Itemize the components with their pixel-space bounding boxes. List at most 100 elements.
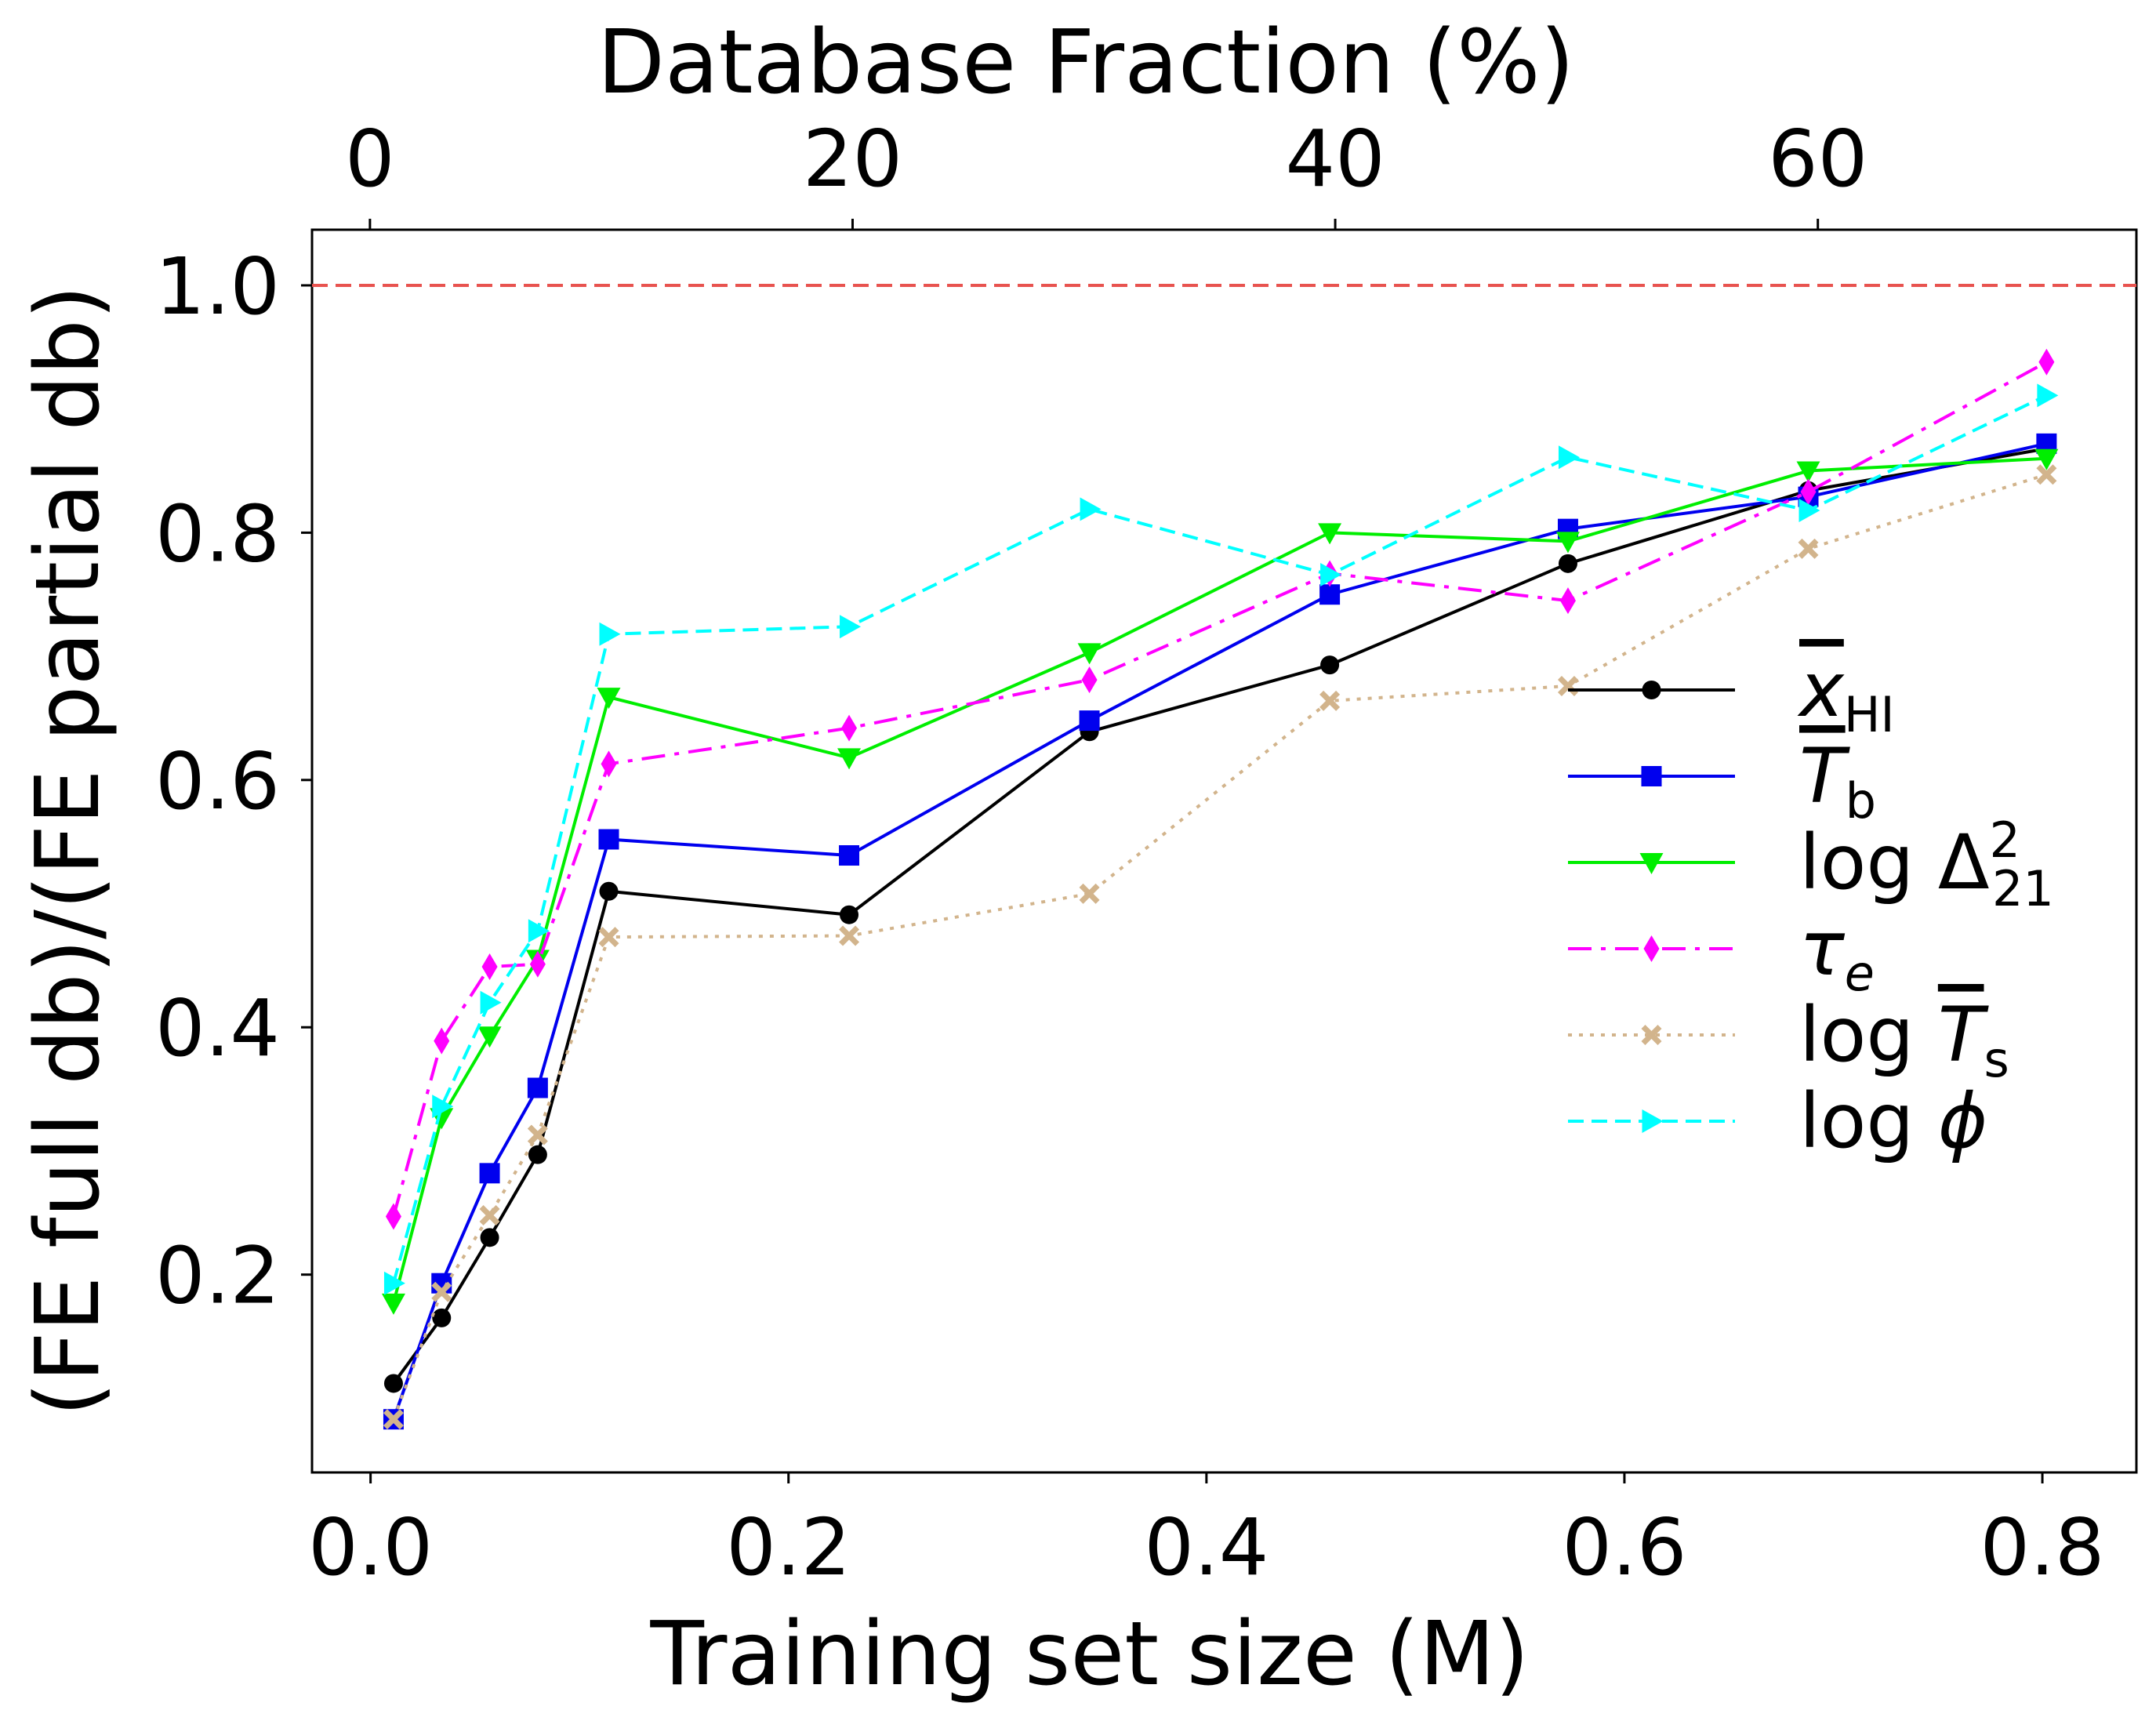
legend-entry: xHI <box>1568 646 1895 743</box>
legend-marker <box>1641 1025 1662 1045</box>
data-point <box>1079 883 1100 904</box>
data-point <box>1798 538 1819 559</box>
data-point <box>599 622 621 646</box>
data-point <box>479 1163 500 1184</box>
data-point <box>527 1124 548 1146</box>
data-point <box>1077 643 1102 665</box>
data-point <box>2038 348 2055 376</box>
data-point <box>480 990 502 1015</box>
legend-label: xHI <box>1797 646 1895 743</box>
ticks: 0.0 0.2 0.4 0.6 0.8 0 20 40 60 0.2 0.4 0.6 0.8 1.0 <box>155 113 2105 1593</box>
series-5 <box>383 383 2059 1295</box>
x-tick-label: 0.2 <box>726 1501 851 1593</box>
legend-entry: τe <box>1568 905 1875 1002</box>
data-point <box>841 714 858 742</box>
top-tick-label: 20 <box>803 113 902 205</box>
data-point <box>434 1027 450 1055</box>
data-point <box>383 1271 405 1295</box>
x-tick-label: 0.6 <box>1562 1501 1686 1593</box>
data-point <box>840 615 862 639</box>
data-point <box>432 1095 454 1119</box>
data-point <box>597 688 621 710</box>
legend-entry: Tb <box>1568 732 1876 830</box>
series-4 <box>383 464 2057 1430</box>
top-axis-title: Database Fraction (%) <box>597 12 1575 114</box>
data-point <box>528 1145 547 1164</box>
data-point <box>1080 497 1102 521</box>
data-point <box>477 1026 502 1048</box>
legend-marker <box>1642 1109 1664 1133</box>
x-tick-label: 0.0 <box>308 1501 433 1593</box>
data-point <box>1320 563 1342 587</box>
legend-label: τe <box>1799 905 1875 1002</box>
data-point <box>840 905 859 924</box>
legend-marker <box>1643 935 1660 962</box>
data-point <box>1798 499 1820 523</box>
data-point <box>2036 464 2057 485</box>
legend-label: log Δ2 21 <box>1799 811 2054 917</box>
data-point <box>837 748 862 770</box>
data-point <box>528 919 550 943</box>
y-tick-label: 0.6 <box>155 735 280 827</box>
data-point <box>383 1374 403 1393</box>
legend-marker <box>1639 853 1664 874</box>
data-point <box>1319 690 1341 711</box>
legend-label: log Ts <box>1799 991 2009 1088</box>
data-point <box>598 829 619 850</box>
data-point <box>381 1293 405 1315</box>
data-point <box>1558 445 1580 470</box>
legend-marker <box>1641 766 1662 786</box>
axis-labels: Database Fraction (%) Training set size … <box>17 12 1574 1705</box>
data-point <box>529 950 546 978</box>
legend-label: Tb <box>1799 732 1876 830</box>
plot-area-border <box>310 228 2138 1474</box>
data-point <box>599 881 619 901</box>
data-point <box>598 927 619 948</box>
x-axis-title: Training set size (M) <box>649 1603 1529 1705</box>
data-point <box>1800 478 1817 506</box>
legend-entry: log ϕ <box>1568 1077 1987 1165</box>
x-tick-label: 0.4 <box>1144 1501 1269 1593</box>
legend-entry: log Ts <box>1568 991 2009 1088</box>
data-point <box>1320 655 1340 675</box>
legend-label: log ϕ <box>1799 1077 1987 1165</box>
top-tick-label: 60 <box>1768 113 1867 205</box>
top-tick-label: 0 <box>345 113 395 205</box>
data-point <box>481 953 498 980</box>
data-point <box>432 1308 452 1327</box>
data-point <box>1555 532 1580 554</box>
y-tick-label: 0.4 <box>155 982 280 1074</box>
series-3 <box>385 348 2055 1230</box>
data-point <box>383 1409 404 1430</box>
y-tick-label: 1.0 <box>155 241 280 332</box>
y-tick-label: 0.8 <box>155 488 280 579</box>
data-point <box>1081 666 1098 694</box>
legend-entry: log Δ2 21 <box>1568 811 2054 917</box>
top-tick-label: 40 <box>1285 113 1385 205</box>
data-point <box>385 1203 401 1230</box>
plot-frame <box>310 228 2138 1474</box>
data-point <box>1557 675 1578 696</box>
plot-area <box>312 283 2136 1430</box>
data-point <box>839 925 860 946</box>
data-point <box>527 1077 548 1098</box>
data-point <box>1079 710 1100 732</box>
data-point <box>431 1281 452 1302</box>
data-point <box>1319 584 1341 605</box>
data-point <box>1796 461 1820 483</box>
data-point <box>1558 554 1577 573</box>
data-point <box>479 1204 500 1225</box>
data-point <box>1318 523 1342 545</box>
y-axis-title: (FE full db)/(FE partial db) <box>17 285 119 1417</box>
data-point <box>601 750 617 778</box>
data-point <box>2037 383 2059 408</box>
y-tick-label: 0.2 <box>155 1230 280 1322</box>
x-tick-label: 0.8 <box>1980 1501 2105 1593</box>
data-point <box>480 1228 499 1247</box>
data-point <box>1559 587 1576 615</box>
legend-marker <box>1642 681 1661 699</box>
data-point <box>2034 448 2059 470</box>
data-point <box>839 845 860 866</box>
